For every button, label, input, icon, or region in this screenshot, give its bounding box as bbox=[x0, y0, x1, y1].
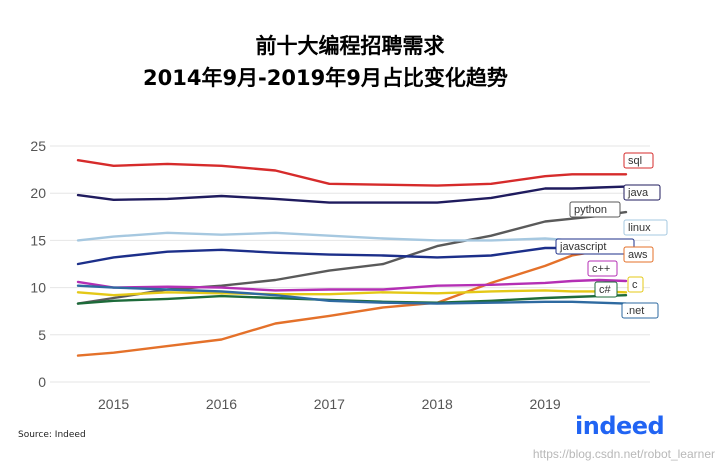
series-label-box bbox=[627, 276, 644, 293]
y-tick-label: 15 bbox=[30, 232, 46, 248]
series-label: c bbox=[632, 279, 638, 291]
y-tick-label: 10 bbox=[30, 280, 46, 296]
series-label-box bbox=[587, 260, 618, 277]
series-label: java bbox=[627, 187, 649, 199]
x-tick-label: 2016 bbox=[206, 396, 237, 412]
watermark: https://blog.csdn.net/robot_learner bbox=[532, 447, 715, 461]
series-line-c bbox=[76, 278, 628, 292]
series-label-box bbox=[594, 281, 618, 298]
series-label: aws bbox=[628, 249, 648, 261]
indeed-logo: indeed bbox=[575, 412, 665, 440]
series-label: linux bbox=[628, 222, 651, 234]
series-label: sql bbox=[628, 155, 642, 167]
series-label-box bbox=[623, 246, 654, 263]
chart-title-line2: 2014年9月-2019年9月占比变化趋势 bbox=[143, 66, 508, 90]
series-label-box bbox=[621, 302, 659, 319]
series-line-javascript bbox=[76, 245, 628, 266]
y-tick-label: 0 bbox=[38, 374, 46, 390]
series-lines bbox=[76, 159, 628, 357]
x-tick-label: 2018 bbox=[422, 396, 453, 412]
series-label: javascript bbox=[559, 241, 606, 253]
x-tick-label: 2015 bbox=[98, 396, 129, 412]
series-label-box bbox=[569, 201, 621, 218]
series-line-c bbox=[76, 289, 628, 297]
series-line-linux bbox=[76, 231, 628, 247]
y-tick-label: 20 bbox=[30, 185, 46, 201]
x-tick-label: 2017 bbox=[314, 396, 345, 412]
y-axis: 0 5 10 15 20 25 bbox=[30, 138, 46, 390]
series-line-java bbox=[76, 185, 628, 204]
series-line-aws bbox=[76, 248, 628, 357]
grid-lines bbox=[50, 145, 650, 383]
series-label-box bbox=[623, 152, 654, 169]
series-label: python bbox=[574, 204, 607, 216]
chart-title-line1: 前十大编程招聘需求 bbox=[255, 34, 445, 58]
series-label: c++ bbox=[592, 263, 610, 275]
series-label-box bbox=[623, 184, 661, 201]
series-labels: sql java python linux javascript aws c++ c c# .ne… bbox=[555, 152, 668, 319]
y-tick-label: 5 bbox=[38, 327, 46, 343]
source-note: Source: Indeed bbox=[18, 430, 86, 440]
series-label: c# bbox=[599, 284, 612, 296]
series-line-sql bbox=[76, 159, 628, 187]
x-axis: 2015 2016 2017 2018 2019 bbox=[98, 396, 561, 412]
y-tick-label: 25 bbox=[30, 138, 46, 154]
series-line-net bbox=[76, 284, 628, 305]
series-label-box bbox=[623, 219, 668, 236]
x-tick-label: 2019 bbox=[530, 396, 561, 412]
series-label: .net bbox=[626, 305, 644, 317]
